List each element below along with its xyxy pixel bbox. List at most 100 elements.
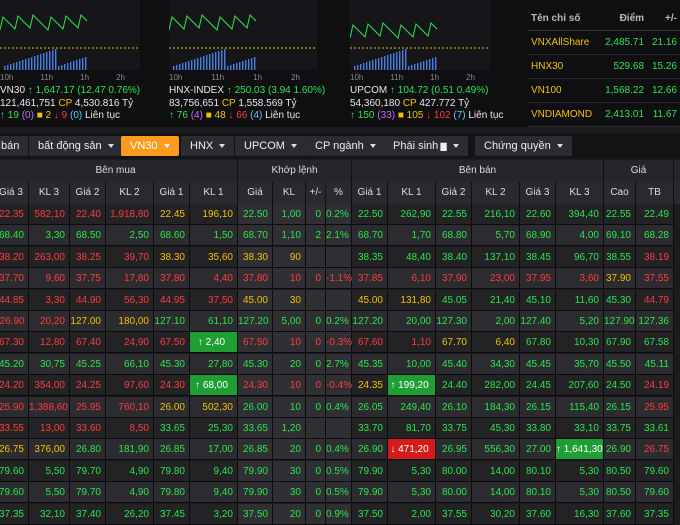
table-cell: 20 — [273, 503, 306, 525]
column-header[interactable]: KL 2 — [106, 182, 154, 204]
table-row[interactable]: 24.20 354,00 24.25 97,60 24.30 ↑ 68,00 24.30 10… — [0, 375, 680, 397]
summary-change: 15.26 — [647, 54, 680, 79]
table-cell: 61,10 — [190, 311, 238, 332]
column-header[interactable]: Giá 2 — [70, 182, 106, 204]
tab-upcom[interactable]: UPCOM — [235, 136, 306, 156]
table-cell: 0.5% — [326, 482, 352, 504]
table-cell: 68.40 — [0, 225, 29, 247]
volume-bar — [393, 53, 395, 70]
column-header[interactable]: Giá 1 — [154, 182, 190, 204]
volume-bar — [61, 65, 63, 70]
index-summary-table: Tên chỉ số Điểm +/- VNXAllShare 2,485.71 21.… — [528, 6, 680, 127]
index-name: HNX-INDEX — [169, 85, 227, 96]
session-status: Liên tục — [468, 110, 504, 121]
column-header[interactable]: Cao — [604, 182, 636, 204]
tab-phái-sinh[interactable]: Phái sinh ▇ — [384, 136, 468, 156]
tab-label: bán — [1, 140, 20, 152]
summary-row[interactable]: VN100 1,568.22 12.66 — [528, 78, 680, 103]
table-row[interactable]: 26.75 376,00 26.80 181,90 26.85 17,00 26.85 20 0… — [0, 439, 680, 461]
table-cell: 45.30 — [604, 289, 636, 311]
table-cell: 16,30 — [556, 503, 604, 525]
table-cell: 22.45 — [154, 204, 190, 225]
column-header[interactable]: Giá — [238, 182, 273, 204]
column-header[interactable]: KL 3 — [556, 182, 604, 204]
volume-bar — [423, 61, 425, 70]
table-cell: 25.95 — [70, 396, 106, 418]
volume-bar — [212, 53, 214, 70]
tab-chứng-quyền[interactable]: Chứng quyền — [475, 136, 572, 156]
unit-label: Tỷ — [458, 98, 470, 109]
tab-hnx[interactable]: HNX — [181, 136, 235, 156]
table-row[interactable]: 25.90 1,388,60 25.95 760,10 26.00 502,30 26.00… — [0, 396, 680, 418]
price-line — [0, 14, 88, 31]
column-header[interactable]: +/- — [306, 182, 326, 204]
market-overview: 10h 11h 1h 2h VN30 ↑ 1,647.17 (12.47 0.76%) 1… — [0, 0, 680, 127]
index-panel[interactable]: 10h 11h 1h 2h HNX-INDEX ↑ 250.03 (3.94 1.60%… — [165, 0, 340, 127]
column-header[interactable]: KL — [273, 182, 306, 204]
table-row[interactable]: 38.20 263,00 38.25 39,70 38.30 35,60 38.30 90 38… — [0, 246, 680, 268]
up-arrow-icon: ↑ — [556, 444, 564, 456]
table-row[interactable]: 44.85 3,30 44.90 56,30 44.95 37,50 45.00 30 45.0… — [0, 289, 680, 311]
tab-cp-ngành[interactable]: CP ngành — [306, 136, 385, 156]
table-row[interactable]: 79.60 5,50 79.70 4,90 79.80 9,40 79.90 30 0 0.5% 7… — [0, 460, 680, 482]
volume-bar — [417, 63, 419, 70]
column-header[interactable]: Giá 1 — [352, 182, 388, 204]
column-header[interactable]: TB — [636, 182, 674, 204]
up-arrow-icon: ↑ — [390, 85, 398, 96]
table-cell: 9,40 — [190, 460, 238, 482]
table-cell: 22.40 — [70, 204, 106, 225]
table-row[interactable]: 22.35 582,10 22.40 1,918,80 22.45 196,10 22.50… — [0, 204, 680, 225]
table-cell: 394,40 — [556, 204, 604, 225]
volume-bar — [43, 53, 45, 70]
table-cell: 38.35 — [352, 246, 388, 268]
ceiling-count: (33) — [377, 110, 398, 121]
table-row[interactable]: 37.35 32,10 37.40 26,20 37.45 3,20 37.50 20 0 0.9… — [0, 503, 680, 525]
index-panel[interactable]: 10h 11h 1h 2h VN30 ↑ 1,647.17 (12.47 0.76%) 1… — [0, 0, 171, 127]
table-cell: 67.50 — [238, 332, 273, 354]
column-header[interactable]: Giá 3 — [520, 182, 556, 204]
index-value: 1,647.17 — [35, 85, 78, 96]
summary-row[interactable]: HNX30 529.68 15.26 — [528, 54, 680, 79]
summary-header: Điểm — [599, 6, 648, 31]
tab-bất-động-sản[interactable]: bất động sản — [29, 136, 123, 156]
table-cell: 127.40 — [520, 311, 556, 332]
table-row[interactable]: 67.30 12,80 67.40 24,90 67.50 ↑ 2,40 67.50 10 0-… — [0, 332, 680, 354]
table-row[interactable]: 37.70 9,60 37.75 17,80 37.80 4,40 37.80 10 0 -1.1… — [0, 268, 680, 290]
table-cell: 282,00 — [472, 375, 520, 397]
column-header[interactable]: % — [326, 182, 352, 204]
table-cell: 180,00 — [106, 311, 154, 332]
summary-point: 2,413.01 — [599, 102, 648, 127]
table-cell: 38.55 — [604, 246, 636, 268]
table-cell: 1,70 — [388, 225, 436, 247]
column-header[interactable]: KL 2 — [472, 182, 520, 204]
table-cell: 37,50 — [190, 289, 238, 311]
table-cell: 68.80 — [436, 225, 472, 247]
table-cell: 37.60 — [520, 503, 556, 525]
tab-bán[interactable]: bán — [0, 136, 29, 156]
column-header[interactable]: KL 1 — [190, 182, 238, 204]
table-cell: 354,00 — [29, 375, 70, 397]
table-row[interactable]: 126.9020,20127.00180,00127.1061,10127.20… — [0, 311, 680, 332]
chevron-down-icon — [556, 144, 563, 149]
volume-bar — [13, 63, 15, 70]
tab-vn30[interactable]: VN30 — [121, 136, 179, 156]
table-cell: 2,50 — [106, 225, 154, 247]
cell-value: 68,00 — [202, 380, 228, 392]
column-header[interactable]: Giá 3 — [0, 182, 29, 204]
table-row[interactable]: 45.20 30,75 45.25 66,10 45.30 27,80 45.30 20 0 2.… — [0, 353, 680, 375]
table-cell: 67.70 — [436, 332, 472, 354]
column-header[interactable]: KL 3 — [29, 182, 70, 204]
table-cell: -0.3% — [326, 332, 352, 354]
table-row[interactable]: 68.40 3,30 68.50 2,50 68.60 1,50 68.70 1,10 2 2.1… — [0, 225, 680, 247]
column-header[interactable]: KL 1 — [388, 182, 436, 204]
summary-row[interactable]: VNDIAMOND 2,413.01 11.67 — [528, 102, 680, 127]
index-name: VN30 — [0, 85, 28, 96]
summary-row[interactable]: VNXAllShare 2,485.71 21.16 — [528, 30, 680, 55]
index-panel[interactable]: 10h 11h 1h 2h UPCOM ↑ 104.72 (0.51 0.49%) 54,… — [346, 0, 521, 127]
table-cell: 79.60 — [636, 460, 674, 482]
table-row[interactable]: 33.55 13,00 33.60 8,50 33.65 25,30 33.65 1,20 33… — [0, 418, 680, 439]
volume-bar — [242, 61, 244, 70]
column-header[interactable]: Giá 2 — [436, 182, 472, 204]
table-cell: 30 — [273, 482, 306, 504]
table-row[interactable]: 79.60 5,50 79.70 4,90 79.80 9,40 79.90 30 0 0.5% 7… — [0, 482, 680, 504]
